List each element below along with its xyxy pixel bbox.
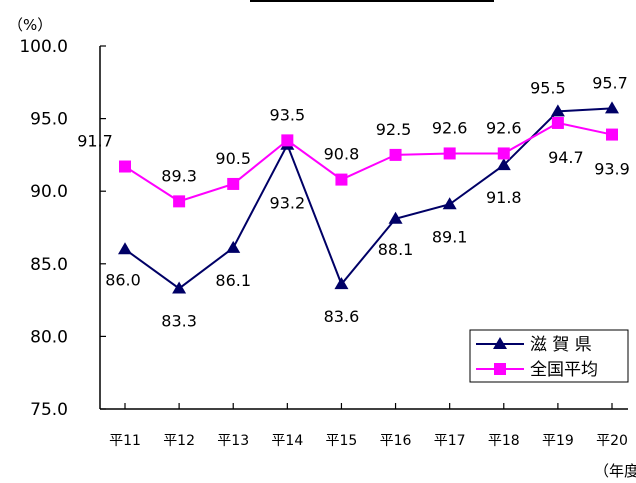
data-label: 92.6: [432, 118, 468, 137]
data-point-national: [173, 195, 186, 208]
data-point-shiga: [388, 211, 403, 224]
data-label: 86.0: [105, 270, 141, 289]
data-label: 89.3: [161, 166, 197, 185]
data-label: 93.5: [270, 105, 306, 124]
axes: [99, 46, 628, 410]
data-point-shiga: [605, 101, 619, 114]
y-unit-label: （%）: [8, 16, 52, 34]
data-labels: 86.0 83.3 86.1 93.2 83.6 88.1 89.1 91.8 95.5 95.7…: [77, 73, 630, 330]
data-point-shiga: [226, 240, 241, 253]
legend-item-shiga: 滋 賀 県: [476, 335, 592, 355]
data-point-national: [281, 134, 294, 147]
series-line-shiga: [124, 107, 613, 290]
data-point-national: [443, 147, 456, 160]
data-label: 95.7: [592, 73, 628, 92]
legend-label-shiga: 滋 賀 県: [530, 335, 592, 355]
data-point-shiga: [550, 104, 565, 117]
data-point-national: [227, 177, 240, 190]
series-line-national: [124, 121, 613, 203]
legend: 滋 賀 県 全国平均: [469, 329, 629, 383]
data-point-shiga: [172, 281, 187, 294]
y-tick-label: 85.0: [30, 255, 68, 275]
y-ticks: 100.0 95.0 90.0 85.0 80.0 75.0: [19, 37, 106, 420]
x-tick-label: 平14: [271, 433, 303, 449]
x-tick-label: 平16: [380, 433, 412, 449]
x-tick-label: 平12: [163, 433, 195, 449]
data-point-national: [551, 116, 564, 129]
x-tick-label: 平17: [434, 433, 466, 449]
x-tick-label: 平13: [217, 433, 249, 449]
data-point-shiga: [334, 277, 349, 290]
series-markers: [118, 101, 619, 294]
data-label: 86.1: [215, 271, 251, 290]
x-ticks: 平11 平12 平13 平14 平15 平16 平17 平18 平19 平20: [109, 403, 628, 449]
data-label: 90.5: [215, 149, 251, 168]
data-label: 91.7: [77, 132, 113, 151]
x-tick-label: 平18: [488, 433, 520, 449]
data-label: 95.5: [530, 78, 566, 97]
y-tick-label: 75.0: [30, 400, 68, 420]
y-tick-label: 100.0: [19, 37, 68, 57]
data-label: 83.6: [324, 307, 360, 326]
data-point-national: [119, 160, 131, 173]
series-lines: [124, 107, 613, 290]
data-label: 93.9: [594, 160, 630, 179]
x-tick-label: 平20: [596, 433, 628, 449]
legend-marker-triangle: [493, 337, 507, 349]
data-point-national: [335, 173, 348, 186]
x-unit-label: （年度）: [594, 462, 636, 480]
data-point-shiga: [442, 197, 457, 210]
data-label: 90.8: [324, 145, 360, 164]
data-label: 88.1: [378, 240, 414, 259]
y-tick-label: 80.0: [30, 327, 68, 347]
data-point-shiga: [496, 158, 511, 171]
x-tick-label: 平15: [326, 433, 358, 449]
legend-label-national: 全国平均: [530, 360, 598, 380]
legend-marker-square: [494, 363, 506, 375]
y-tick-label: 90.0: [30, 182, 68, 202]
data-point-shiga: [118, 242, 132, 255]
x-tick-label: 平19: [542, 433, 574, 449]
data-label: 93.2: [270, 194, 306, 213]
data-label: 92.5: [376, 120, 412, 139]
data-point-national: [497, 147, 510, 160]
x-tick-label: 平11: [109, 433, 141, 449]
data-label: 89.1: [432, 227, 468, 246]
data-label: 91.8: [486, 188, 522, 207]
data-label: 94.7: [548, 148, 584, 167]
data-label: 92.6: [486, 118, 522, 137]
y-tick-label: 95.0: [30, 110, 68, 130]
data-point-national: [389, 148, 402, 161]
legend-item-national: 全国平均: [476, 360, 598, 380]
data-point-national: [606, 128, 618, 141]
data-label: 83.3: [161, 311, 197, 330]
